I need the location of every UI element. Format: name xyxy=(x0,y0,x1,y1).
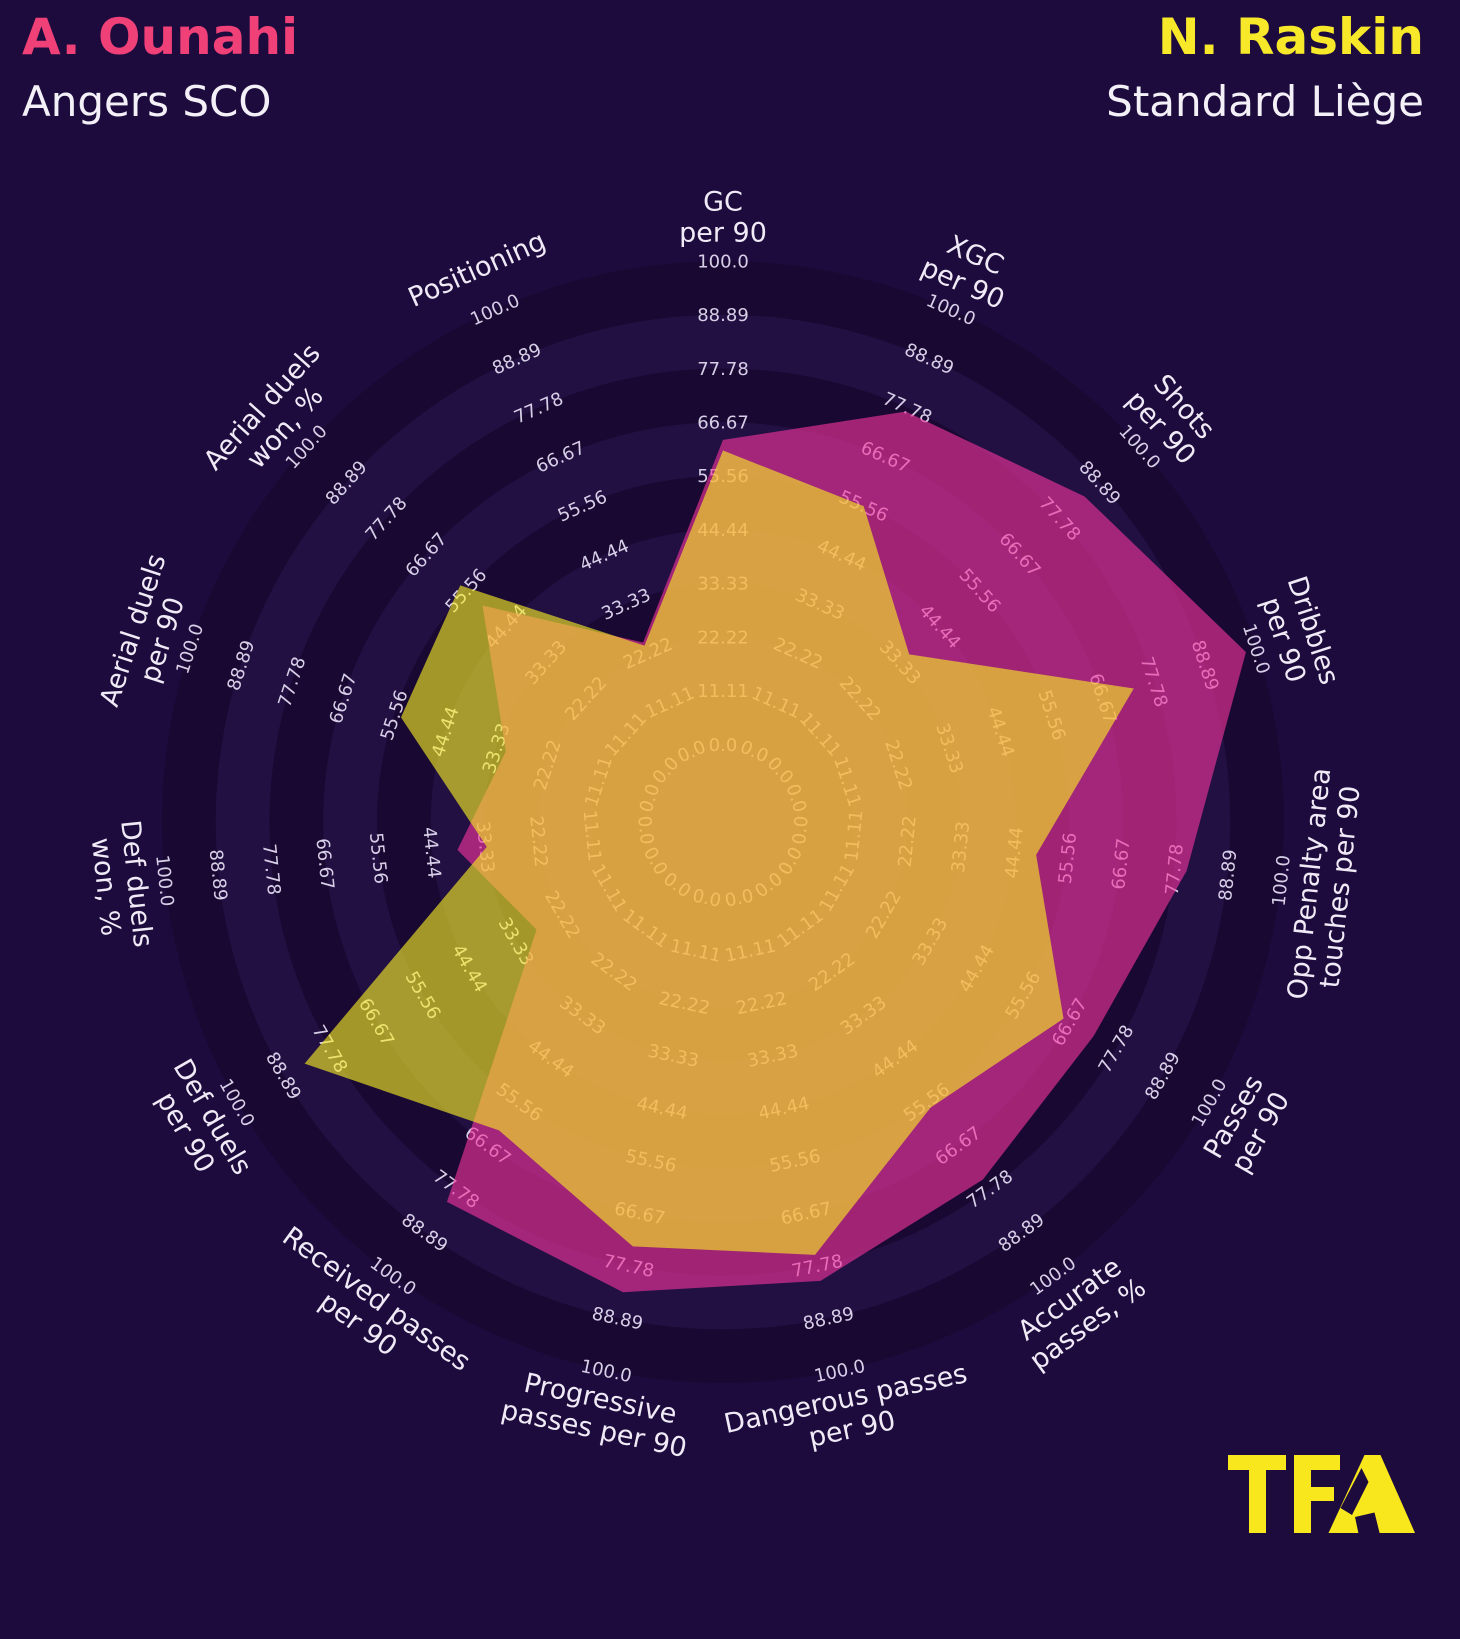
logo-letter-f xyxy=(1294,1455,1340,1533)
player1-header: A. Ounahi Angers SCO xyxy=(22,10,298,125)
tfa-logo xyxy=(1228,1455,1415,1533)
param-label-11: Def duelswon, % xyxy=(83,818,158,952)
player1-name: A. Ounahi xyxy=(22,8,299,66)
player2-name: N. Raskin xyxy=(1157,8,1424,66)
player2-header: N. Raskin Standard Liège xyxy=(1106,10,1424,125)
tick-label: 66.67 xyxy=(697,412,749,433)
logo-letter-a-notch xyxy=(1355,1512,1380,1533)
tick-label: 88.89 xyxy=(697,305,749,326)
series-polygon-2 xyxy=(304,450,1134,1255)
param-label-0: GC per 90 xyxy=(679,187,767,249)
player1-team: Angers SCO xyxy=(22,77,272,126)
tick-label: 100.0 xyxy=(697,251,749,272)
player2-team: Standard Liège xyxy=(1106,77,1424,126)
logo-letter-t xyxy=(1228,1455,1286,1533)
logo-letter-a-slash xyxy=(1340,1468,1369,1515)
tick-label: 77.78 xyxy=(697,359,749,380)
